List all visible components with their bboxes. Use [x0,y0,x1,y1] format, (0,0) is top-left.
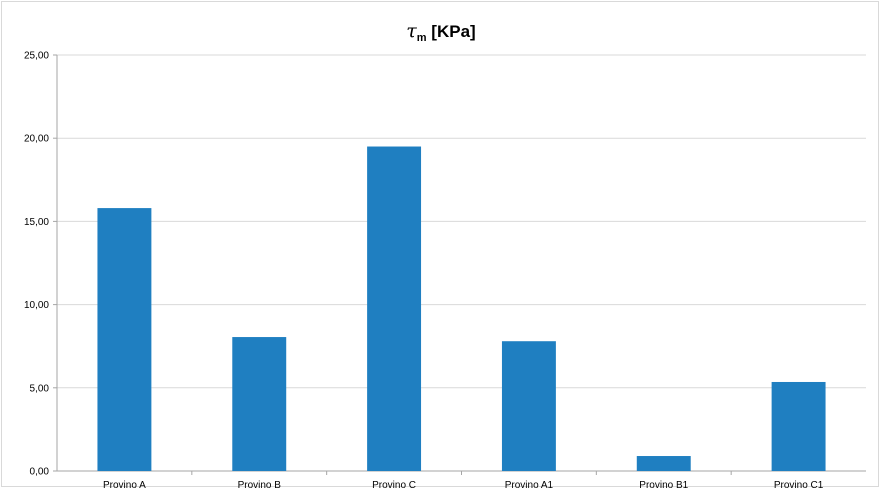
x-tick-label: Provino A [103,480,146,490]
y-tick-label: 15,00 [24,217,49,228]
bar [232,337,287,471]
bar [636,456,691,471]
bar [771,381,826,471]
chart-title: τm [KPa] [0,20,882,44]
bar [367,146,422,471]
x-tick-label: Provino B1 [639,480,688,490]
chart-title-symbol: τ [406,20,417,42]
y-tick-label: 20,00 [24,134,49,145]
y-tick-label: 25,00 [24,51,49,62]
chart-title-subscript: m [416,32,427,44]
y-tick-label: 5,00 [30,383,50,394]
y-tick-label: 10,00 [24,300,49,311]
x-tick-label: Provino C1 [774,480,824,490]
x-tick-label: Provino B [238,480,282,490]
bar [97,208,152,471]
x-tick-label: Provino A1 [505,480,554,490]
bar [501,341,556,471]
chart-title-unit: [KPa] [426,22,476,41]
y-tick-label: 0,00 [30,467,50,478]
x-tick-label: Provino C [372,480,416,490]
